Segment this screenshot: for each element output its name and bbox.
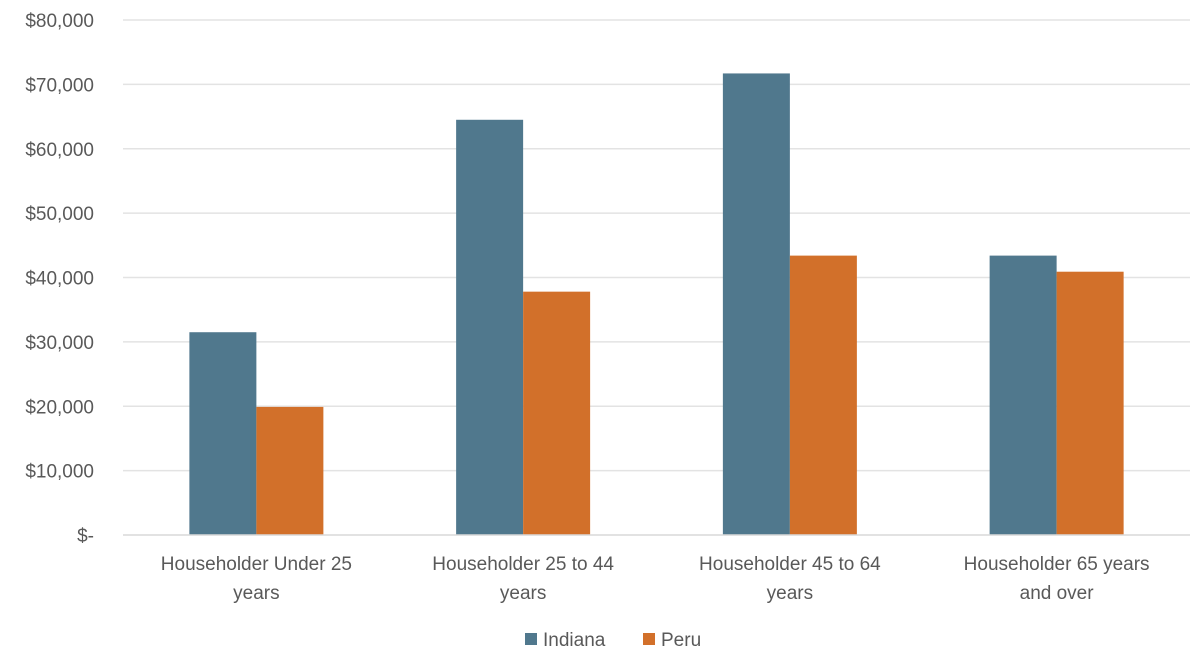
bar-indiana-2 [456, 119, 524, 535]
legend: Indiana Peru [525, 630, 701, 650]
category-label: and over [1020, 583, 1095, 604]
category-label: Householder 25 to 44 [432, 554, 614, 575]
y-tick-label: $- [77, 526, 94, 547]
gridlines [123, 19, 1190, 472]
category-label: years [500, 583, 546, 604]
y-tick-label: $60,000 [25, 140, 94, 161]
legend-swatch-indiana [525, 633, 537, 645]
bar-indiana-3 [722, 73, 790, 536]
y-tick-label: $20,000 [25, 397, 94, 418]
category-label: Householder 45 to 64 [699, 554, 881, 575]
bar-peru-1 [256, 406, 324, 535]
category-label: Householder Under 25 [161, 554, 352, 575]
legend-swatch-peru [643, 633, 655, 645]
category-label: years [233, 583, 279, 604]
bar-peru-3 [789, 255, 857, 536]
legend-label-peru: Peru [661, 630, 701, 650]
bar-indiana-1 [189, 332, 257, 535]
bar-peru-2 [523, 291, 591, 535]
y-axis-tick-labels: $- $10,000 $20,000 $30,000 $40,000 $50,000 $60… [25, 11, 94, 547]
y-tick-label: $10,000 [25, 462, 94, 483]
legend-label-indiana: Indiana [543, 630, 606, 650]
category-label: Householder 65 years [964, 554, 1150, 575]
bars [189, 73, 1124, 536]
bar-peru-4 [1056, 271, 1124, 535]
y-tick-label: $80,000 [25, 11, 94, 32]
x-axis-category-labels: Householder Under 25 years Householder 25 … [161, 554, 1150, 604]
y-tick-label: $30,000 [25, 333, 94, 354]
y-tick-label: $40,000 [25, 269, 94, 290]
y-tick-label: $50,000 [25, 204, 94, 225]
bar-indiana-4 [989, 255, 1057, 536]
y-tick-label: $70,000 [25, 75, 94, 96]
category-label: years [767, 583, 813, 604]
